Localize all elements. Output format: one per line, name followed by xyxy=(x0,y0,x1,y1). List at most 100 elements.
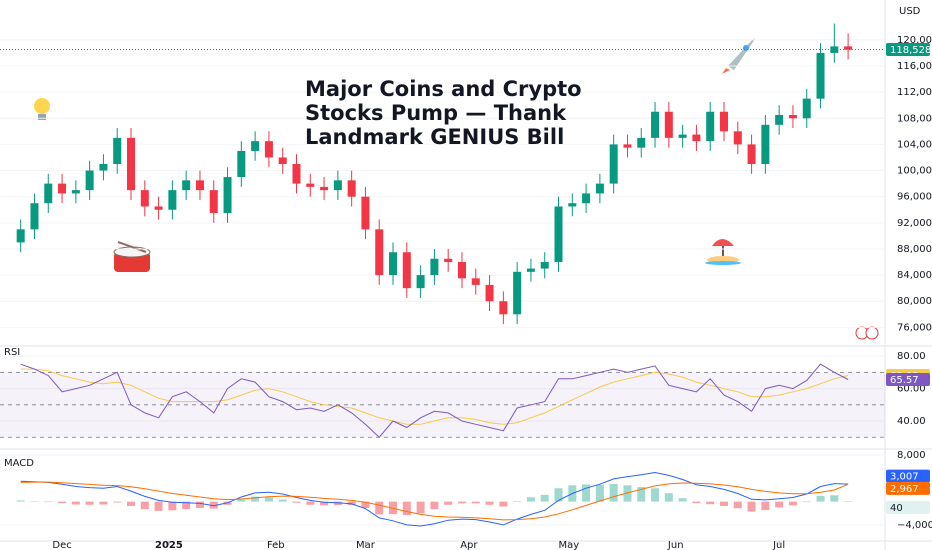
candle-body xyxy=(416,275,425,289)
y-tick-label: 92,000 xyxy=(897,218,932,229)
histogram-bar xyxy=(761,501,770,511)
histogram-bar xyxy=(361,501,370,509)
y-tick-label: 8,000 xyxy=(897,450,926,461)
candle-body xyxy=(664,111,673,138)
candle-body xyxy=(747,144,756,165)
candle-body xyxy=(595,183,604,194)
histogram-bar xyxy=(582,484,591,502)
histogram-bar xyxy=(320,501,329,506)
histogram-bar xyxy=(554,488,563,502)
candle-body xyxy=(223,177,232,214)
y-tick-label: 60.00 xyxy=(897,384,926,395)
histogram-bar xyxy=(651,488,660,502)
histogram-bar xyxy=(830,495,839,502)
indicator-line xyxy=(20,471,849,527)
headline: Major Coins and Crypto Stocks Pump — Tha… xyxy=(305,77,582,149)
histogram-bar xyxy=(292,501,301,503)
candle-body xyxy=(540,262,549,269)
histogram-bar xyxy=(416,501,425,514)
candle-body xyxy=(195,180,204,191)
candle-body xyxy=(568,203,577,207)
indicator-line xyxy=(20,368,849,425)
candle-body xyxy=(375,229,384,276)
y-tick-label: 80.00 xyxy=(897,351,926,362)
candle-body xyxy=(361,196,370,230)
candle-body xyxy=(582,193,591,204)
candle-body xyxy=(292,164,301,184)
histogram-bar xyxy=(678,498,687,502)
histogram-bar xyxy=(664,493,673,502)
histogram-bar xyxy=(609,483,618,502)
indicator-line xyxy=(20,481,849,521)
candle-body xyxy=(113,137,122,165)
candle-body xyxy=(499,301,508,315)
histogram-bar xyxy=(85,501,94,505)
headline-line: Major Coins and Crypto xyxy=(305,77,582,101)
candle-body xyxy=(251,141,260,151)
bulb-icon xyxy=(34,98,50,120)
x-tick-label: May xyxy=(559,540,580,550)
histogram-bar xyxy=(237,499,246,502)
candle-body xyxy=(513,271,522,315)
y-tick-label: 112,000 xyxy=(897,87,932,98)
y-tick-label: 88,000 xyxy=(897,244,932,255)
candle-body xyxy=(168,190,177,210)
histogram-bar xyxy=(264,497,273,502)
candle-body xyxy=(609,144,618,184)
candle-body xyxy=(182,180,191,191)
candle-body xyxy=(623,144,632,148)
histogram-bar xyxy=(444,501,453,505)
histogram-bar xyxy=(788,501,797,506)
histogram-bar xyxy=(457,501,466,504)
histogram-bar xyxy=(816,495,825,502)
histogram-bar xyxy=(375,501,384,515)
histogram-bar xyxy=(706,501,715,505)
candle-body xyxy=(816,52,825,99)
candle-body xyxy=(471,278,480,285)
histogram-bar xyxy=(195,501,204,509)
candle-body xyxy=(554,206,563,263)
y-tick-label: 100,000 xyxy=(897,166,932,177)
candle-body xyxy=(264,141,273,158)
histogram-bar xyxy=(140,501,149,510)
histogram-bar xyxy=(347,501,356,506)
flag-icon xyxy=(855,326,879,340)
x-tick-label: Apr xyxy=(460,540,478,550)
candle-body xyxy=(16,229,25,243)
price-tag-label: 40 xyxy=(890,503,903,514)
candle-body xyxy=(706,111,715,142)
histogram-bar xyxy=(306,501,315,505)
histogram-bar xyxy=(471,501,480,504)
candle-body xyxy=(775,115,784,125)
histogram-bar xyxy=(513,501,522,502)
histogram-bar xyxy=(44,501,53,503)
histogram-bar xyxy=(333,501,342,506)
histogram-bar xyxy=(278,499,287,502)
macd-label: MACD xyxy=(4,458,34,469)
price-tag-label: 65.57 xyxy=(890,375,919,386)
histogram-bar xyxy=(802,501,811,503)
histogram-bar xyxy=(719,501,728,506)
y-tick-label: 120,000 xyxy=(897,35,932,46)
candle-body xyxy=(58,183,67,194)
candle-body xyxy=(320,186,329,191)
histogram-bar xyxy=(623,485,632,502)
candle-body xyxy=(71,190,80,194)
candle-body xyxy=(430,258,439,276)
y-tick-label: 80,000 xyxy=(897,296,932,307)
candle-body xyxy=(444,258,453,263)
histogram-bar xyxy=(430,501,439,510)
candle-body xyxy=(651,111,660,138)
histogram-bar xyxy=(251,496,260,502)
candle-body xyxy=(719,111,728,132)
histogram-bar xyxy=(182,501,191,510)
candle-body xyxy=(802,98,811,119)
candle-body xyxy=(678,134,687,138)
beach-icon xyxy=(705,239,741,265)
x-tick-label: Feb xyxy=(267,540,285,550)
candle-body xyxy=(99,164,108,171)
rsi-label: RSI xyxy=(4,347,20,358)
candle-body xyxy=(457,262,466,279)
histogram-bar xyxy=(692,501,701,504)
